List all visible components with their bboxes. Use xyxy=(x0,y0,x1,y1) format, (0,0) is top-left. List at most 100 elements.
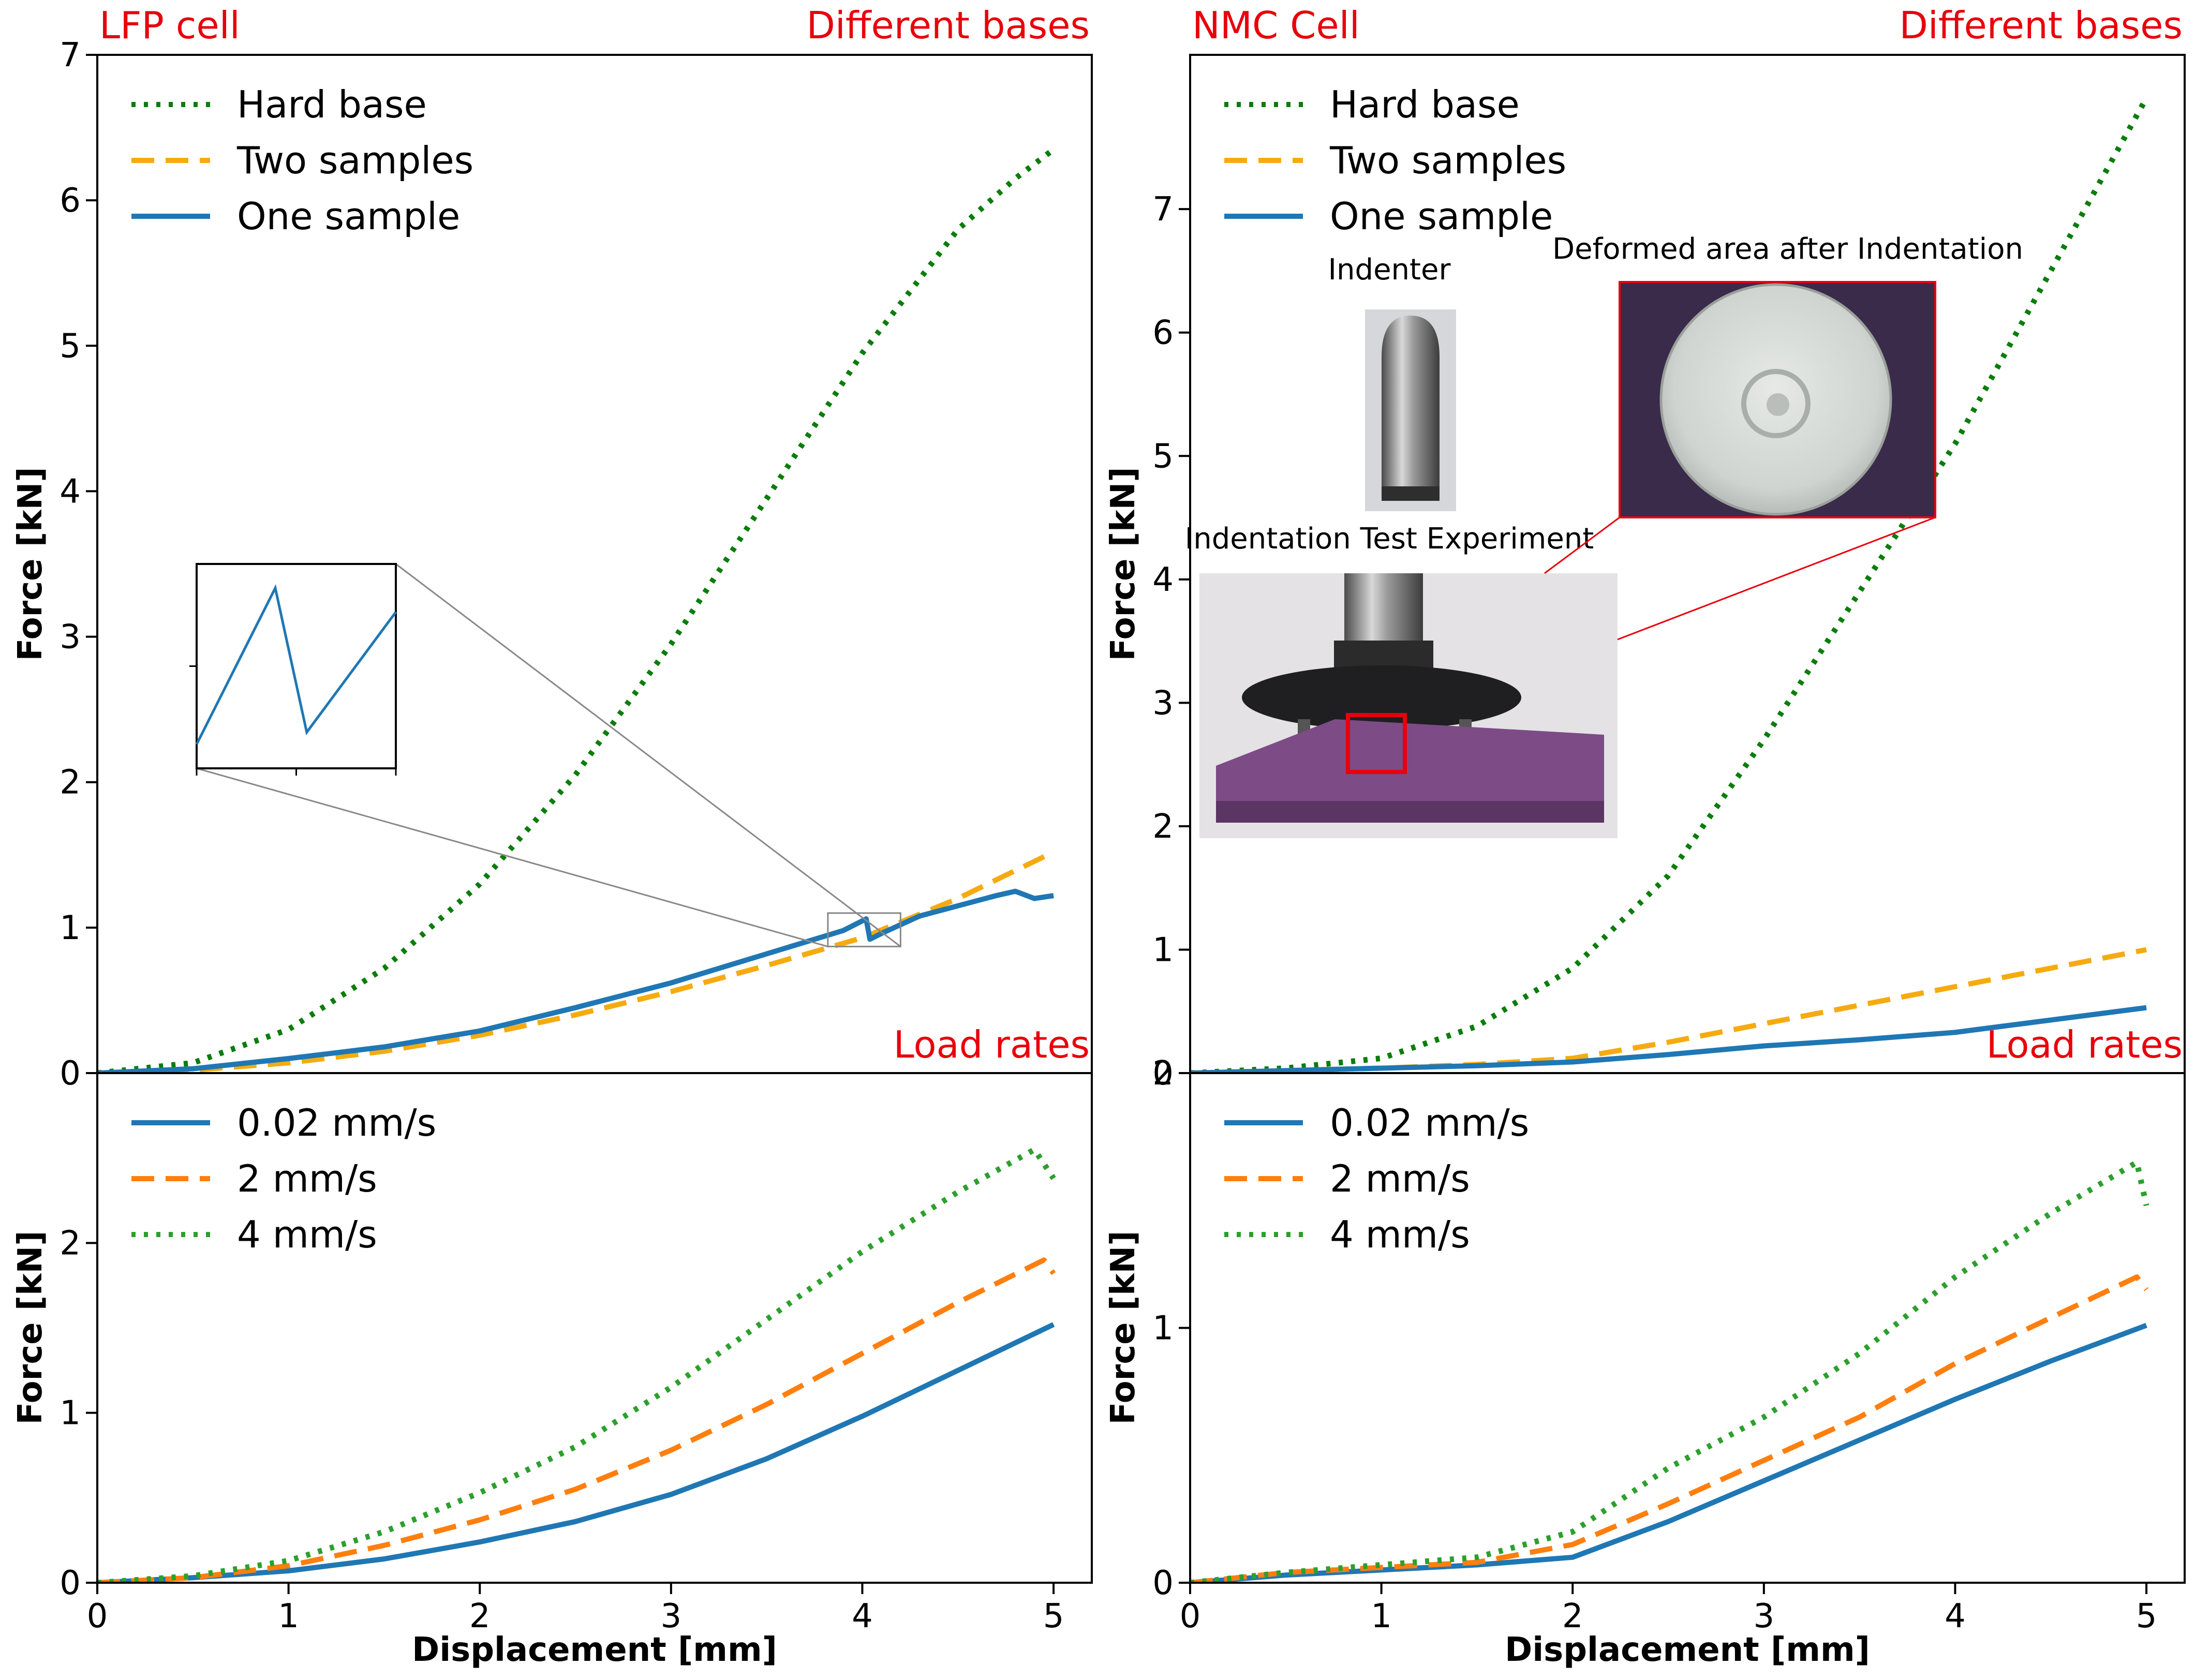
panel-lfp-bases-corner-left: LFP cell xyxy=(99,4,240,47)
ytick-label: 7 xyxy=(1152,190,1174,229)
panel-nmc-bases-ticks: 0 1 2 3 4 5 6 7 xyxy=(1152,190,1190,1093)
indenter-photo: Indenter xyxy=(1328,253,1456,511)
series-line-2-mm-s xyxy=(1190,1274,2149,1583)
purple-plate xyxy=(1216,719,1604,807)
indent-dimple xyxy=(1767,393,1789,416)
panel-nmc-bases: NMC Cell Different bases 0 1 2 3 4 5 6 7 Force … xyxy=(1104,4,2186,1093)
panel-nmc-rates-xlabel: Displacement [mm] xyxy=(1505,1631,1870,1669)
ytick-label: 2 xyxy=(1152,1054,1174,1093)
legend-label: Two samples xyxy=(1329,139,1566,182)
legend-label: 0.02 mm/s xyxy=(1330,1101,1529,1144)
panel-lfp-rates-ticks: 0 1 2 0 1 2 3 4 5 xyxy=(60,1224,1064,1636)
series-line-one-sample xyxy=(97,888,1054,1073)
series-line-hard-base xyxy=(1190,96,2149,1073)
xtick-label: 4 xyxy=(852,1597,873,1636)
ytick-label: 0 xyxy=(1152,1054,1174,1093)
ytick-label: 1 xyxy=(1152,931,1174,969)
series-line-0-02-mm-s xyxy=(1190,1322,2147,1583)
ytick-label: 4 xyxy=(60,472,81,511)
panel-lfp-bases-corner-right: Different bases xyxy=(806,4,1090,47)
series-line-two-samples xyxy=(97,850,1055,1073)
xtick-label: 3 xyxy=(660,1597,681,1636)
panel-lfp-rates: Load rates 0 1 2 0 1 2 3 4 5 Force [kN] Displace… xyxy=(11,1023,1093,1669)
legend-label: Hard base xyxy=(237,83,427,126)
xtick-label: 4 xyxy=(1945,1597,1966,1636)
legend-label: 0.02 mm/s xyxy=(237,1101,436,1144)
panel-nmc-rates-ylabel: Force [kN] xyxy=(1104,1231,1143,1425)
legend-label: Two samples xyxy=(236,139,473,182)
xtick-label: 2 xyxy=(469,1597,491,1636)
ytick-label: 6 xyxy=(1152,314,1174,352)
panel-nmc-bases-corner-right: Different bases xyxy=(1899,4,2183,47)
series-line-0-02-mm-s xyxy=(97,1322,1055,1583)
ytick-label: 0 xyxy=(1152,1564,1174,1602)
purple-plate-edge xyxy=(1216,801,1604,823)
highlight-box xyxy=(1346,713,1407,774)
xtick-label: 5 xyxy=(2136,1597,2157,1636)
series-line-4-mm-s xyxy=(1190,1159,2149,1583)
ytick-label: 3 xyxy=(60,618,81,657)
panel-nmc-rates-frame xyxy=(1189,1072,2186,1584)
ytick-label: 0 xyxy=(60,1054,81,1093)
xtick-label: 1 xyxy=(1371,1597,1392,1636)
deformed-caption: Deformed area after Indentation xyxy=(1552,232,2023,266)
ytick-label: 5 xyxy=(60,327,81,365)
panel-lfp-rates-frame xyxy=(96,1072,1093,1584)
panel-nmc-rates-series xyxy=(1190,1159,2149,1583)
panel-nmc-bases-ylabel: Force [kN] xyxy=(1104,467,1143,661)
xtick-label: 1 xyxy=(278,1597,299,1636)
xtick-label: 2 xyxy=(1562,1597,1583,1636)
machine-platen xyxy=(1242,665,1521,730)
panel-lfp-bases-series xyxy=(97,147,1056,1073)
ytick-label: 2 xyxy=(60,1224,81,1262)
panel-lfp-bases-ticks: 0 1 2 3 4 5 6 7 xyxy=(60,36,97,1093)
ytick-label: 4 xyxy=(1152,561,1174,599)
legend-label: 4 mm/s xyxy=(1330,1213,1470,1256)
legend-label: One sample xyxy=(1330,195,1553,238)
panel-lfp-bases: LFP cell Different bases 0 1 2 3 4 5 6 7 Force … xyxy=(11,4,1093,1093)
xtick-label: 0 xyxy=(1180,1597,1201,1636)
indenter-base xyxy=(1382,486,1440,501)
zoom-connector xyxy=(196,767,828,947)
panel-nmc-bases-corner-left: NMC Cell xyxy=(1192,4,1360,47)
deformed-photo: Deformed area after Indentation xyxy=(1552,232,2023,518)
legend-label: One sample xyxy=(237,195,460,238)
panel-lfp-rates-corner-right: Load rates xyxy=(894,1023,1090,1066)
panel-lfp-rates-legend: 0.02 mm/s 2 mm/s 4 mm/s xyxy=(131,1101,436,1256)
ytick-label: 2 xyxy=(60,764,81,802)
experiment-caption: Indentation Test Experiment xyxy=(1185,522,1594,556)
panel-lfp-rates-ylabel: Force [kN] xyxy=(11,1231,50,1425)
series-line-4-mm-s xyxy=(97,1147,1056,1583)
inset-series-line xyxy=(195,584,397,745)
inset-frame xyxy=(196,563,397,769)
ytick-label: 3 xyxy=(1152,684,1174,722)
ytick-label: 6 xyxy=(60,182,81,220)
indent-ring xyxy=(1741,369,1811,438)
connector-line-lower xyxy=(1617,516,1936,641)
xtick-label: 0 xyxy=(87,1597,108,1636)
panel-lfp-rates-xlabel: Displacement [mm] xyxy=(412,1631,777,1669)
ytick-label: 2 xyxy=(1152,808,1174,846)
indenter-body xyxy=(1382,316,1440,501)
connector-line-upper xyxy=(1544,516,1620,574)
xtick-label: 3 xyxy=(1753,1597,1774,1636)
legend-label: 2 mm/s xyxy=(1330,1157,1470,1200)
legend-label: 2 mm/s xyxy=(237,1157,377,1200)
zoom-connector xyxy=(395,563,901,947)
ytick-label: 1 xyxy=(60,1394,81,1433)
panel-lfp-bases-ylabel: Force [kN] xyxy=(11,467,50,661)
zoom-inset xyxy=(189,563,901,947)
zoom-source-box xyxy=(827,912,901,947)
xtick-label: 5 xyxy=(1043,1597,1064,1636)
legend-label: 4 mm/s xyxy=(237,1213,377,1256)
ytick-label: 5 xyxy=(1152,437,1174,475)
panel-lfp-rates-series xyxy=(97,1147,1056,1583)
series-line-2-mm-s xyxy=(97,1257,1056,1583)
series-line-two-samples xyxy=(1190,947,2147,1073)
legend-label: Hard base xyxy=(1330,83,1520,126)
panel-nmc-bases-series xyxy=(1190,96,2149,1073)
indenter-caption: Indenter xyxy=(1328,253,1451,287)
